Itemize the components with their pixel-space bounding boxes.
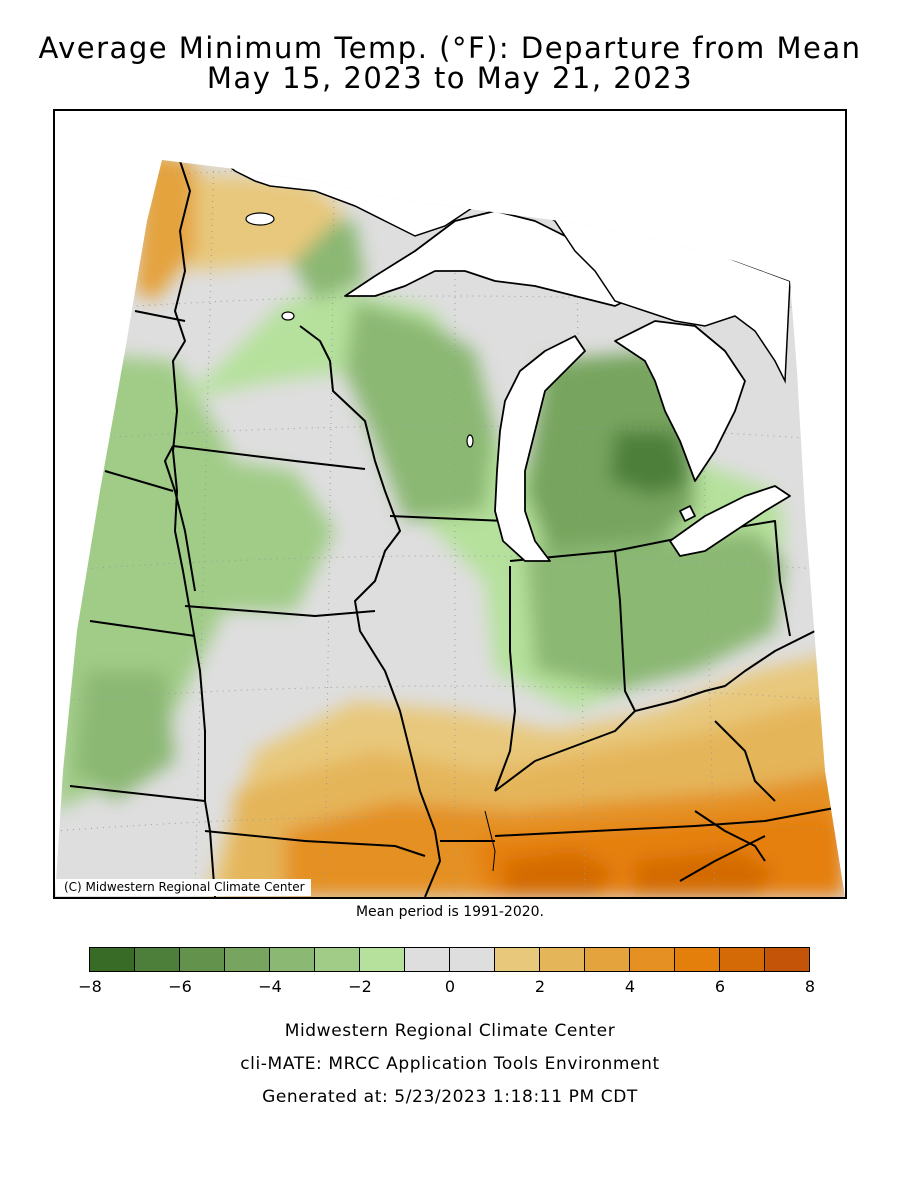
legend-swatch xyxy=(405,948,450,971)
warm-core-southeast xyxy=(635,851,775,897)
legend-swatch xyxy=(540,948,585,971)
legend-swatch xyxy=(315,948,360,971)
legend-swatch xyxy=(450,948,495,971)
cool-area-lower-michigan xyxy=(525,351,695,571)
legend-swatch xyxy=(90,948,135,971)
legend-swatch xyxy=(360,948,405,971)
map-title: Average Minimum Temp. (°F): Departure fr… xyxy=(38,31,862,65)
footer-application: cli-MATE: MRCC Application Tools Environ… xyxy=(240,1054,660,1074)
copyright-label: (C) Midwestern Regional Climate Center xyxy=(56,879,311,896)
legend-tick-label: 4 xyxy=(624,977,636,996)
legend-tick-label: −2 xyxy=(348,977,372,996)
lake-michigan xyxy=(494,335,586,562)
legend-tick-label: 8 xyxy=(804,977,816,996)
color-legend xyxy=(89,947,810,972)
legend-swatch xyxy=(630,948,675,971)
legend-swatch xyxy=(585,948,630,971)
cool-area-indiana-ohio xyxy=(525,531,785,691)
legend-tick-label: −4 xyxy=(258,977,282,996)
rivers xyxy=(484,810,496,872)
footer-generated-time: Generated at: 5/23/2023 1:18:11 PM CDT xyxy=(262,1087,638,1107)
cool-area-iowa xyxy=(165,451,335,611)
legend-swatch xyxy=(720,948,765,971)
legend-tick-label: 6 xyxy=(714,977,726,996)
legend-tick-label: 2 xyxy=(534,977,546,996)
departure-map: (C) Midwestern Regional Climate Center xyxy=(53,109,847,899)
footer-organization: Midwestern Regional Climate Center xyxy=(284,1021,616,1041)
legend-swatch xyxy=(765,948,809,971)
lake-saint-clair xyxy=(679,505,696,522)
legend-swatch xyxy=(495,948,540,971)
state-boundaries xyxy=(69,160,845,897)
lake-erie xyxy=(669,485,791,557)
legend-swatch xyxy=(270,948,315,971)
legend-tick-label: −6 xyxy=(168,977,192,996)
cool-area-wisconsin xyxy=(345,301,495,521)
mean-period-note: Mean period is 1991-2020. xyxy=(355,904,545,920)
cool-area-nebraska xyxy=(75,671,175,801)
legend-swatch xyxy=(675,948,720,971)
legend-swatch xyxy=(135,948,180,971)
legend-swatch xyxy=(180,948,225,971)
cool-core-michigan xyxy=(610,431,690,496)
great-lakes xyxy=(344,210,791,562)
legend-swatch xyxy=(225,948,270,971)
legend-tick-label: −8 xyxy=(78,977,102,996)
lake-huron xyxy=(614,320,746,482)
legend-tick-label: 0 xyxy=(444,977,456,996)
inland-lakes xyxy=(245,212,474,448)
map-date-range: May 15, 2023 to May 21, 2023 xyxy=(206,61,694,95)
warm-core-south xyxy=(505,851,615,897)
